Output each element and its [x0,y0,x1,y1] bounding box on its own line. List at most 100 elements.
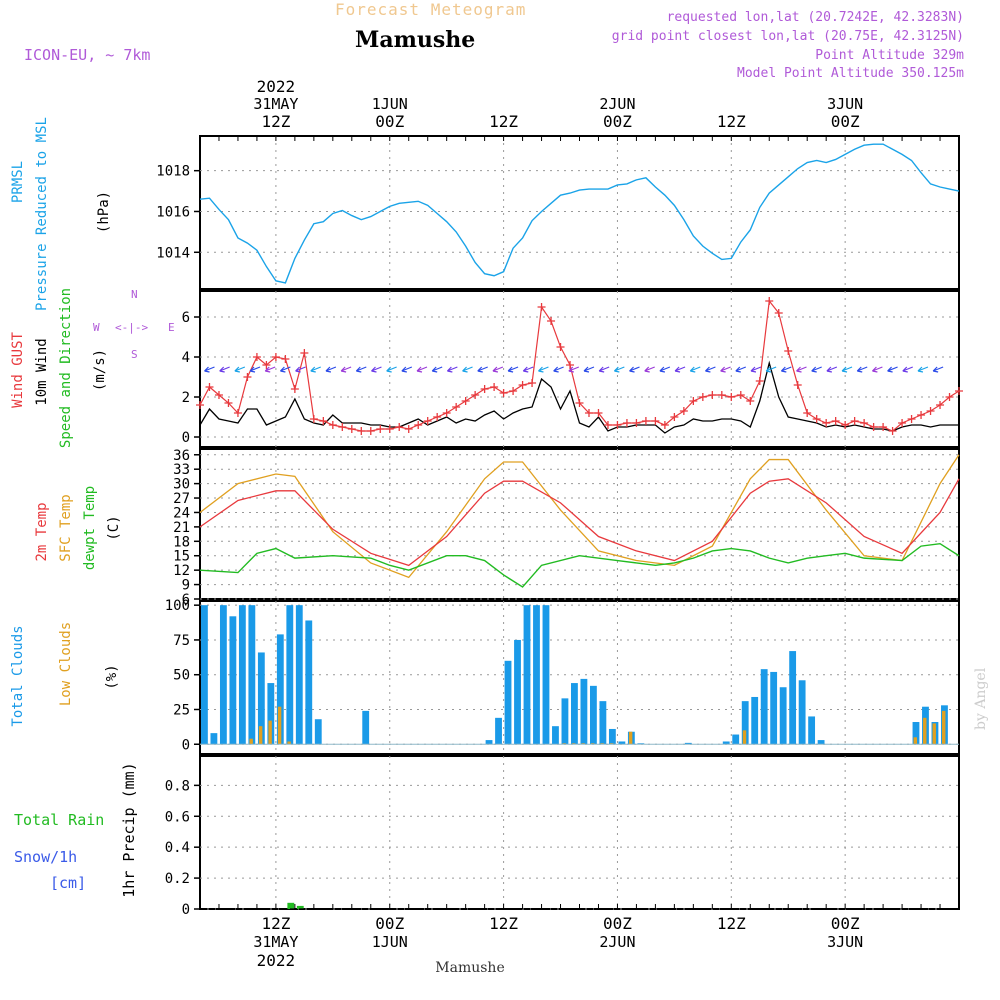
total-clouds-bar [276,634,284,745]
top-time-hour: 00Z [603,112,632,131]
y-tick-label: 0.8 [165,778,190,794]
total-clouds-bar [542,605,550,745]
total-clouds-bar [684,742,692,745]
gust-marker [831,417,840,425]
wind-direction-arrow [401,366,413,373]
gust-marker [594,409,603,417]
y-tick-label: 0.6 [165,809,190,825]
wind-direction-arrow [355,366,367,373]
bottom-time-date: 2JUN [599,933,635,951]
low-clouds-bar [258,726,263,745]
gust-marker [471,391,480,399]
low-clouds-bar [923,717,927,745]
total-clouds-bar [599,701,607,745]
gust-marker [328,421,337,429]
wind-direction-arrow [386,366,397,373]
gust-marker [907,415,916,423]
total-clouds-bar [912,722,920,745]
total-clouds-bar [608,728,616,745]
gridpoint-coords: grid point closest lon,lat (20.75E, 42.3… [612,29,964,44]
y-tick-label: 0.4 [165,840,190,856]
wind-direction-arrow [492,366,504,373]
y-tick-label: 1014 [156,245,190,261]
total-clouds-bar [580,678,588,745]
wind-direction-arrow [932,366,944,373]
wind-unit: (m/s) [92,349,108,391]
wind-direction-arrow [689,366,701,373]
wind-direction-arrow [871,366,883,373]
gust-marker [879,423,888,431]
y-tick-label: 0 [182,430,190,446]
y-tick-label: 0 [182,737,190,753]
point-altitude: Point Altitude 329m [815,48,964,63]
low-clouds-bar [742,730,747,745]
bottom-time-date: 3JUN [827,933,863,951]
compass-s: S [131,348,138,361]
gust-marker [717,391,726,399]
total-clouds-bar [210,733,218,745]
wind-direction-arrow [902,366,913,373]
gust-marker [547,317,556,325]
pressure-unit: (hPa) [96,191,112,233]
gust-marker [955,387,963,395]
total-clouds-bar [219,605,227,745]
gust-marker [708,391,717,399]
gust-marker [414,421,423,429]
gust-marker [613,421,622,429]
rain-bar [287,902,295,909]
y-tick-label: 9 [182,578,190,594]
top-time-hour: 00Z [375,112,404,131]
bottom-time-hour: 12Z [261,914,290,933]
top-time-hour: 12Z [717,112,746,131]
gust-marker [936,401,945,409]
wind-direction-arrow [264,366,276,373]
low-clouds-bar [249,738,253,745]
gust-marker [357,427,366,435]
gust-marker [793,381,802,389]
sfc-temp-line [199,454,960,579]
wind-direction-arrow [462,366,473,373]
total-clouds-bar [552,726,559,745]
gust-marker [338,423,347,431]
wind-direction-arrow [249,366,261,373]
prmsl-line [199,143,960,284]
y-tick-label: 18 [173,534,190,550]
top-time-hour: 12Z [489,112,518,131]
gust-marker [214,391,223,399]
wind-direction-arrow [613,366,625,373]
gust-marker [575,399,584,407]
y-tick-label: 0 [182,902,190,918]
gust-marker [480,385,489,393]
dewpt-line [199,542,960,588]
gust-marker [300,349,309,357]
gust-marker [509,387,518,395]
total-clouds-bar [238,605,246,745]
total-clouds-bar [267,683,275,745]
wind-direction-arrow [674,366,686,373]
total-clouds-bar [257,652,265,745]
gust-marker [945,393,954,401]
wind-direction-arrow [568,366,580,373]
precip-panel: 0 0.2 0.4 0.6 0.8 [165,755,960,918]
y-tick-label: 2 [182,390,190,406]
dewpt-label: dewpt Temp [82,486,98,570]
gust-marker [518,381,527,389]
gust-marker [433,413,442,421]
temp2m-line [199,478,960,567]
wind-direction-arrow [735,366,747,373]
gust-marker [755,377,764,385]
wind-direction-arrow [279,366,291,373]
wind-direction-arrow [295,366,306,373]
top-time-year: 2022 [257,77,296,96]
wind-direction-arrow [553,366,564,373]
gust-marker [395,423,404,431]
wind-direction-arrow [826,366,838,373]
gust-marker [347,425,356,433]
top-time-date: 1JUN [372,95,408,113]
y-tick-label: 33 [173,462,190,478]
total-clouds-bar [561,698,569,745]
total-clouds-bar [770,671,778,745]
y-tick-label: 0.2 [165,871,190,887]
clouds-frame [199,600,960,755]
